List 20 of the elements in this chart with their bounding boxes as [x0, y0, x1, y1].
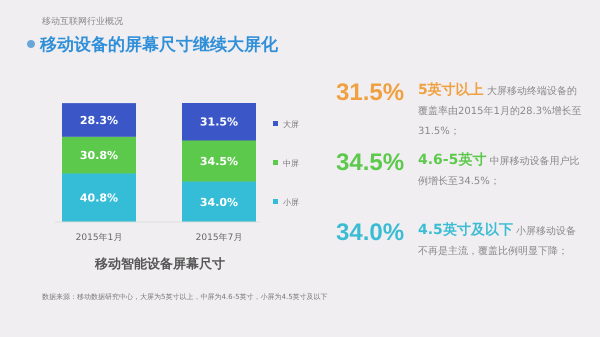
legend-label: 大屏: [283, 120, 299, 129]
x-axis-title: 移动智能设备屏幕尺寸: [94, 256, 225, 272]
text: 34.0%: [336, 219, 404, 247]
chart-title: 移动设备的屏幕尺寸继续大屏化: [40, 34, 278, 56]
data-label: 34.5%: [200, 155, 238, 168]
data-label: 28.3%: [80, 114, 118, 127]
x-tick-label: 2015年1月: [76, 232, 122, 243]
data-label: 34.0%: [200, 196, 238, 209]
data-label: 31.5%: [200, 116, 238, 129]
text: 5英寸以上: [418, 82, 484, 98]
text: 31.5%: [336, 79, 404, 107]
legend-label: 小屏: [283, 198, 299, 207]
text: 34.5%: [336, 149, 404, 177]
data-label: 30.8%: [80, 149, 118, 162]
data-label: 40.8%: [80, 192, 118, 205]
legend-label: 中屏: [283, 159, 299, 168]
x-tick-label: 2015年7月: [196, 232, 242, 243]
text: 4.5英寸及以下: [418, 222, 513, 238]
text: 4.6-5英寸: [418, 152, 486, 168]
chart-subtitle: 移动互联网行业概况: [42, 16, 123, 28]
